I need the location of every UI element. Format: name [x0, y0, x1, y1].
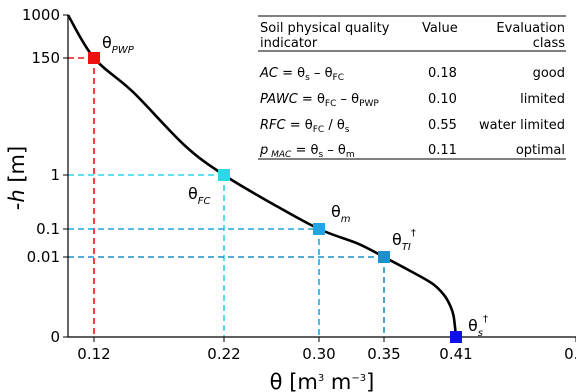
point-labels: θPWP θFC θm θTI† θs†	[102, 33, 488, 339]
y-tick-label: 1	[50, 166, 60, 184]
row-pawc-class: limited	[520, 92, 565, 107]
row-rfc-indicator: RFC = θFC / θs	[260, 118, 350, 135]
x-tick-label: 0.41	[439, 345, 472, 363]
row-ac-value: 0.18	[428, 66, 457, 81]
retention-curve	[66, 14, 458, 338]
label-s: θs†	[468, 314, 488, 339]
marker-ti	[378, 251, 390, 263]
y-tick-label: 1000	[22, 6, 60, 24]
header-eval-line1: Evaluation	[496, 21, 565, 36]
header-value: Value	[422, 21, 458, 36]
row-pmac-class: optimal	[516, 143, 565, 158]
marker-m	[313, 223, 325, 235]
row-rfc-value: 0.55	[428, 118, 457, 133]
header-indicator-line1: Soil physical quality	[260, 21, 390, 36]
row-pawc-indicator: PAWC = θFC – θPWP	[260, 92, 379, 109]
header-eval-line2: class	[533, 36, 565, 51]
y-tick-label: 0.1	[36, 220, 60, 238]
row-ac-class: good	[533, 66, 565, 81]
x-tick-label: 0.30	[302, 345, 335, 363]
axes	[67, 15, 576, 338]
label-ti: θTI†	[392, 228, 416, 253]
label-m: θm	[331, 202, 351, 225]
marker-pwp	[88, 52, 100, 64]
marker-s	[450, 331, 462, 343]
y-ticks: 0 0.01 0.1 1 150 1000	[22, 6, 68, 346]
x-tick-label: 0.5	[564, 345, 576, 363]
row-pmac-value: 0.11	[428, 143, 457, 158]
guide-lines	[68, 57, 385, 337]
x-axis-title: θ [m3 m−3]	[270, 370, 375, 392]
row-pmac-indicator: p MAC = θs – θm	[259, 143, 355, 160]
x-tick-label: 0.35	[367, 345, 400, 363]
header-indicator-line2: indicator	[260, 36, 318, 51]
row-ac-indicator: AC = θs – θFC	[259, 66, 344, 83]
indicator-table: Soil physical quality indicator Value Ev…	[258, 15, 566, 160]
x-tick-label: 0.12	[77, 345, 110, 363]
x-ticks: 0.12 0.22 0.30 0.35 0.41 0.5	[77, 337, 576, 363]
row-pawc-value: 0.10	[428, 92, 457, 107]
label-fc: θFC	[188, 184, 211, 207]
row-rfc-class: water limited	[479, 118, 565, 133]
y-axis-title: -h [m]	[5, 146, 29, 210]
y-tick-label: 0.01	[27, 248, 60, 266]
markers	[88, 52, 462, 343]
x-tick-label: 0.22	[207, 345, 240, 363]
label-pwp: θPWP	[102, 33, 135, 56]
marker-fc	[218, 169, 230, 181]
y-tick-label: 150	[31, 49, 60, 67]
y-tick-label: 0	[50, 328, 60, 346]
